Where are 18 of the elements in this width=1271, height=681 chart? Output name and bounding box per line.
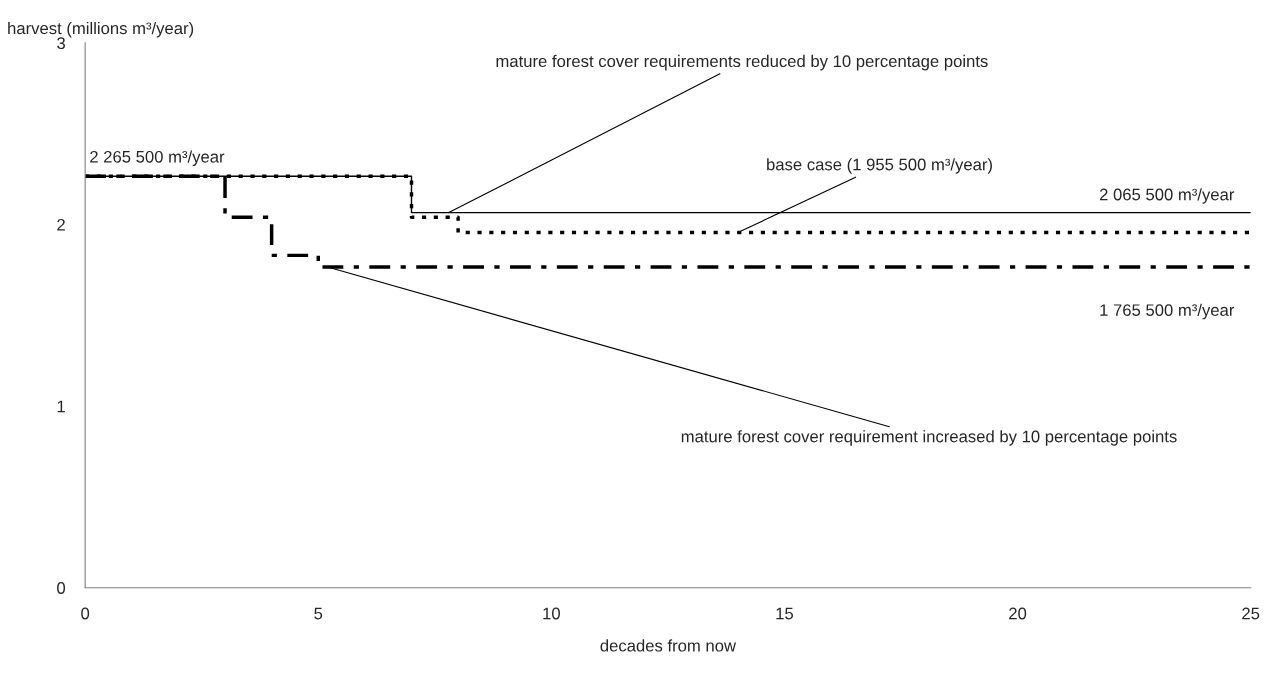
y-axis-title: harvest (millions m³/year) xyxy=(8,21,194,38)
x-tick-label: 10 xyxy=(543,607,560,620)
y-tick-label: 2 xyxy=(57,218,65,231)
annotation: 1 765 500 m³/year xyxy=(1100,303,1235,320)
x-tick-label: 25 xyxy=(1242,607,1260,620)
y-tick-label: 0 xyxy=(57,582,66,594)
annotation: 2 065 500 m³/year xyxy=(1099,188,1235,204)
y-tick-label: 1 xyxy=(57,400,65,413)
x-tick-label: 15 xyxy=(776,607,794,620)
x-axis-title: decades from now xyxy=(600,639,737,652)
annotation: mature forest cover requirements reduced by 10 percentage points xyxy=(496,54,988,71)
y-tick-label: 3 xyxy=(57,37,65,50)
x-tick-label: 5 xyxy=(314,607,323,620)
annotation: mature forest cover requirement increased by 10 percentage points xyxy=(681,430,1177,446)
annotation: base case (1 955 500 m³/year) xyxy=(767,158,992,174)
annotation: 2 265 500 m³/year xyxy=(90,150,225,166)
x-tick-label: 0 xyxy=(81,607,90,620)
x-tick-label: 20 xyxy=(1009,607,1027,620)
